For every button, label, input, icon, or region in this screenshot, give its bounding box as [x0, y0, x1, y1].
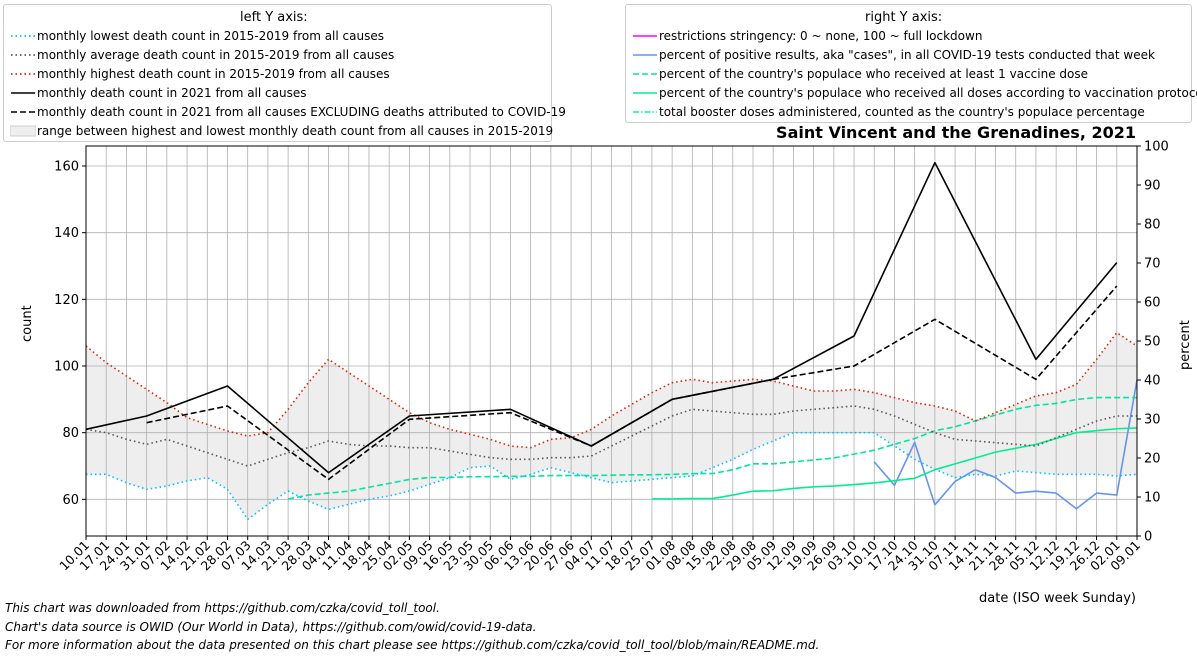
legend-left-swatch-5	[10, 125, 36, 137]
chart-title: Saint Vincent and the Grenadines, 2021	[776, 123, 1136, 142]
legend-right: right Y axis: restrictions stringency: 0…	[625, 4, 1197, 123]
legend-left-item-5: range between highest and lowest monthly…	[37, 124, 554, 138]
y-tick-label-left: 60	[62, 493, 79, 508]
legend-right-item-3: percent of the country's populace who re…	[659, 86, 1197, 100]
y-tick-label-left: 100	[54, 360, 79, 375]
y-tick-label-right: 50	[1144, 335, 1161, 350]
legend-left-item-2: monthly highest death count in 2015-2019…	[37, 67, 390, 81]
footer-readme: For more information about the data pres…	[5, 638, 820, 652]
legend-left-swatch-4	[11, 111, 35, 113]
y-tick-label-left: 120	[54, 293, 79, 308]
y-tick-label-left: 140	[54, 226, 79, 241]
left-series-line-4	[146, 285, 1118, 481]
footer-source: Chart's data source is OWID (Our World i…	[5, 620, 537, 634]
legend-left-title: left Y axis:	[240, 10, 308, 25]
y-tick-label-right: 40	[1144, 374, 1161, 389]
left-series-line-1	[85, 405, 1137, 467]
y-tick-label-right: 20	[1144, 452, 1161, 467]
legend-right-title: right Y axis:	[865, 10, 943, 25]
legend-left: left Y axis: monthly lowest death count …	[3, 4, 566, 142]
right-series-line-1	[287, 396, 1137, 500]
y-tick-label-right: 30	[1144, 413, 1161, 428]
legend-right-swatch-2	[633, 73, 657, 75]
y-tick-label-right: 0	[1144, 530, 1152, 545]
legend-left-item-1: monthly average death count in 2015-2019…	[37, 48, 395, 62]
y-tick-label-right: 70	[1144, 257, 1161, 272]
y-tick-label-left: 160	[54, 160, 79, 175]
y-tick-label-right: 80	[1144, 218, 1161, 233]
legend-right-item-2: percent of the country's populace who re…	[659, 67, 1088, 81]
y-tick-label-right: 100	[1144, 140, 1169, 155]
right-series-line-2	[651, 427, 1138, 500]
legend-right-swatch-3	[633, 92, 657, 94]
footer-download: This chart was downloaded from https://g…	[5, 601, 440, 615]
legend-left-item-3: monthly death count in 2021 from all cau…	[37, 86, 307, 100]
right-series-line-0	[873, 379, 1138, 510]
legend-left-item-0: monthly lowest death count in 2015-2019 …	[37, 29, 384, 43]
legend-right-item-4: total booster doses administered, counte…	[659, 105, 1145, 119]
y-tick-label-left: 80	[62, 426, 79, 441]
legend-right-swatch-4	[633, 111, 657, 113]
y-tick-label-right: 60	[1144, 296, 1161, 311]
y-tick-label-right: 90	[1144, 179, 1161, 194]
legend-right-item-1: percent of positive results, aka "cases"…	[659, 48, 1155, 62]
legend-right-swatch-1	[633, 54, 657, 56]
legend-right-item-0: restrictions stringency: 0 ~ none, 100 ~…	[659, 29, 983, 43]
x-axis-label: date (ISO week Sunday)	[979, 591, 1136, 606]
legend-left-item-4: monthly death count in 2021 from all cau…	[37, 105, 566, 119]
legend-right-swatch-0	[633, 35, 657, 37]
y-tick-label-right: 10	[1144, 491, 1161, 506]
legend-left-swatch-3	[11, 92, 35, 94]
